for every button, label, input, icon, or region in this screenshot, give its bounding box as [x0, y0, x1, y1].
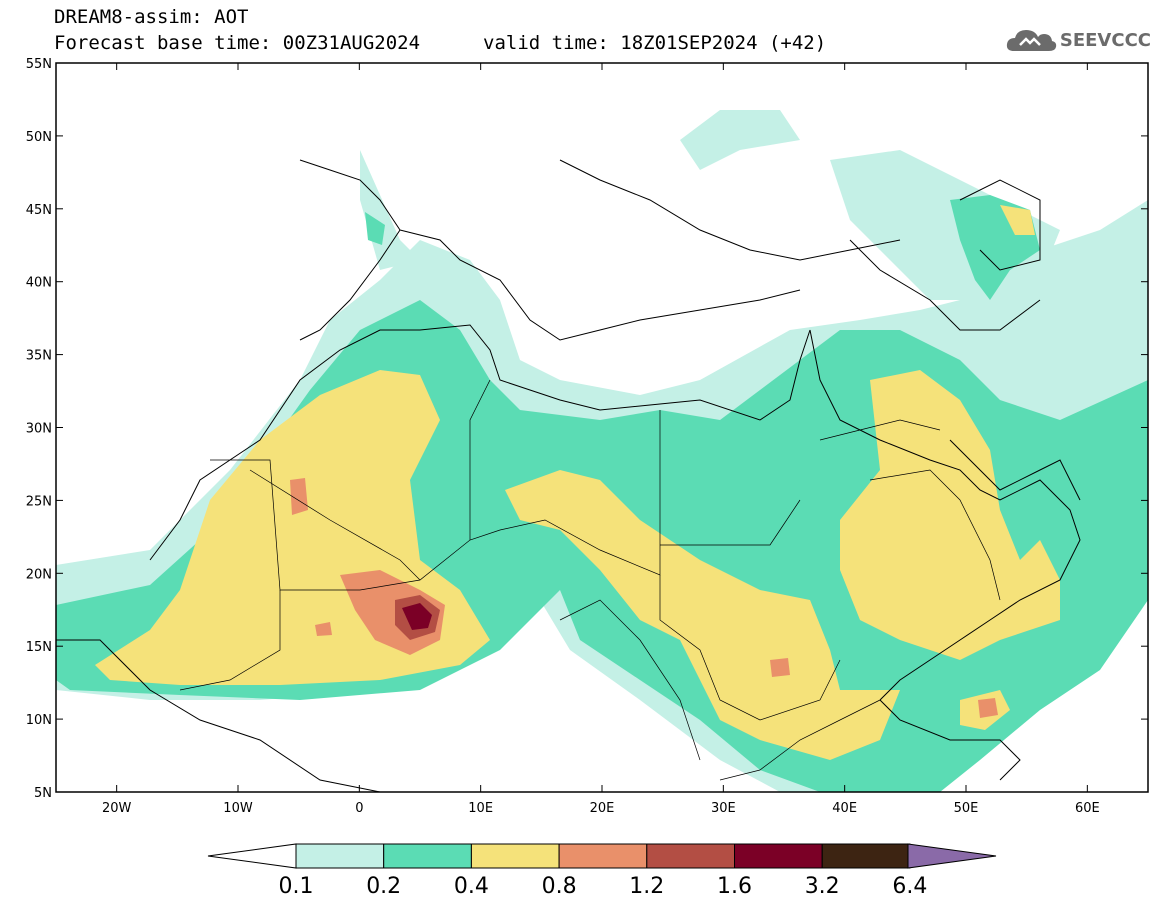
coastlines	[56, 159, 1081, 792]
colorbar-swatch	[646, 843, 735, 869]
cloud-icon	[1006, 30, 1057, 51]
lat-label: 45N	[26, 203, 52, 218]
lon-label: 20E	[590, 801, 615, 816]
lat-label: 5N	[34, 786, 52, 801]
lon-label: 10E	[468, 801, 493, 816]
lat-label: 30N	[26, 422, 52, 437]
colorbar-level-label: 0.1	[279, 874, 314, 899]
lon-label: 10W	[223, 801, 253, 816]
lat-label: 35N	[26, 349, 52, 364]
lat-label: 25N	[26, 494, 52, 509]
borders	[179, 379, 1001, 781]
colorbar-low-arrow	[207, 843, 297, 869]
lat-label: 50N	[26, 130, 52, 145]
colorbar-swatch	[470, 843, 560, 869]
valid-time: valid time: 18Z01SEP2024 (+42)	[483, 32, 827, 54]
axis-ticks: 20W 10W 0 10E 20E 30E 40E 50E 60E 55N 50N 45N 40N 35N…	[26, 57, 1148, 816]
base-time: Forecast base time: 00Z31AUG2024	[54, 32, 421, 54]
lon-label: 30E	[711, 801, 736, 816]
lon-label: 20W	[102, 801, 132, 816]
colorbar-level-label: 1.6	[717, 874, 752, 899]
colorbar-level-label: 3.2	[805, 874, 840, 899]
lon-label: 50E	[954, 801, 979, 816]
lat-label: 55N	[26, 57, 52, 72]
colorbar: 0.1 0.2 0.4 0.8 1.2 1.6 3.2 6.4	[207, 843, 997, 899]
colorbar-swatch	[383, 843, 472, 869]
lon-label: 0	[355, 801, 363, 816]
colorbar-swatch	[558, 843, 648, 869]
logo-text: SEEVCCC	[1059, 29, 1151, 51]
aot-contour-1.6	[402, 603, 432, 630]
lat-label: 10N	[26, 713, 52, 728]
colorbar-swatch	[734, 843, 823, 869]
colorbar-level-label: 0.8	[542, 874, 577, 899]
dust-field	[56, 110, 1148, 792]
lon-label: 40E	[832, 801, 857, 816]
colorbar-high-arrow	[907, 843, 997, 869]
colorbar-level-label: 0.4	[454, 874, 489, 899]
map-title: DREAM8-assim: AOT	[54, 6, 249, 28]
colorbar-level-label: 0.2	[366, 874, 401, 899]
lat-label: 40N	[26, 276, 52, 291]
colorbar-level-label: 6.4	[892, 874, 927, 899]
lat-label: 15N	[26, 640, 52, 655]
colorbar-level-label: 1.2	[629, 874, 664, 899]
colorbar-swatch	[295, 843, 385, 869]
colorbar-swatch	[821, 843, 911, 869]
seevccc-logo: SEEVCCC	[1004, 22, 1151, 58]
lat-label: 20N	[26, 567, 52, 582]
lon-label: 60E	[1075, 801, 1100, 816]
